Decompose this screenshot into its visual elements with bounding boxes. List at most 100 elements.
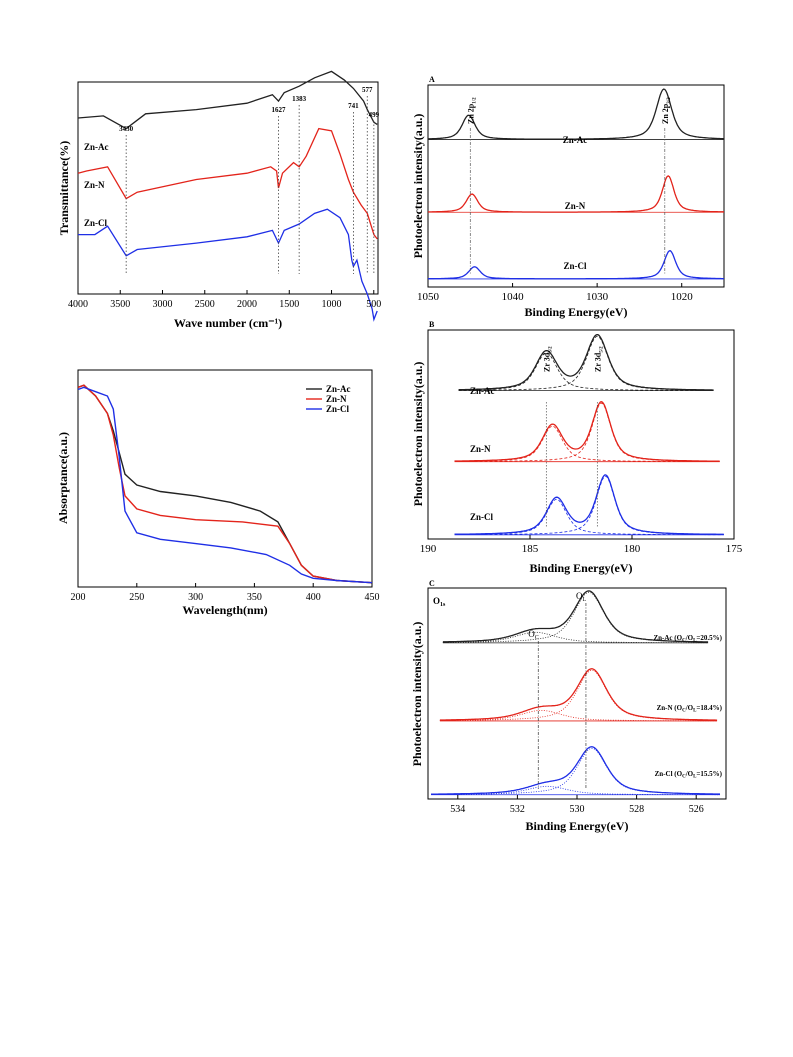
- xps-zn-x-tick-label-1030: 1030: [586, 291, 609, 303]
- ftir-peak-label-1383: 1383: [292, 95, 307, 103]
- xps-zn-chart: A 1050 1040 1030 1020 Zn 2p1/2Zn 2p3/2 Zn-A…: [411, 75, 725, 319]
- xps-o-component-zn-n-1: [439, 669, 718, 721]
- ftir-x-axis-title: Wave number (cm⁻¹): [174, 316, 282, 330]
- uvvis-legend: Zn-Ac Zn-N Zn-Cl: [306, 384, 351, 414]
- xps-o-component-label-main-0: O: [528, 629, 535, 639]
- xps-o-component-zn-cl-1: [431, 748, 721, 795]
- xps-o-component-zn-ac-0: [442, 631, 709, 644]
- xps-o-series-label-zn-n: Zn-N (OC/OL=18.4%): [657, 704, 723, 714]
- xps-o-component-label-1: OL: [576, 591, 587, 603]
- ftir-line-zn-ac: [77, 70, 378, 130]
- xps-o-series-label-part-4: =15.5%): [696, 770, 722, 778]
- ftir-x-tick-label-3500: 3500: [110, 299, 130, 310]
- xps-o-series-label-part-4: =20.5%): [696, 634, 722, 642]
- uvvis-x-tick-label-300: 300: [188, 592, 203, 603]
- ftir-series-label-zn-ac: Zn-Ac: [84, 142, 109, 152]
- xps-o-x-tick-label-528: 528: [629, 804, 644, 815]
- uvvis-chart: 200 250 300 350 400 450 Zn-Ac Zn-N Zn-Cl Wave…: [56, 369, 380, 617]
- xps-zr-component-zn-cl-1: [454, 475, 724, 535]
- xps-zr-x-axis-title: Binding Energy(eV): [529, 561, 632, 575]
- ftir-x-tick-label-2500: 2500: [195, 299, 215, 310]
- xps-o-x-tick-label-530: 530: [570, 804, 585, 815]
- xps-zr-component-zn-n-1: [454, 402, 720, 462]
- ftir-x-tick-label-4000: 4000: [68, 299, 88, 310]
- xps-zr-component-zn-n-0: [454, 425, 720, 462]
- xps-zr-component-zn-ac-0: [458, 352, 714, 391]
- xps-zn-y-axis-title: Photoelectron intensity(a.u.): [411, 114, 425, 259]
- xps-o-component-zn-ac-1: [442, 591, 709, 643]
- xps-o-x-tick-label-532: 532: [510, 804, 525, 815]
- uvvis-x-tick-label-450: 450: [365, 592, 380, 603]
- xps-o-component-label-main-1: O: [576, 591, 583, 601]
- xps-zr-y-axis-title: Photoelectron intensity(a.u.): [411, 362, 425, 507]
- uvvis-x-tick-label-200: 200: [71, 592, 86, 603]
- xps-zr-x-tick-label-180: 180: [624, 543, 641, 555]
- xps-o-series-label-part-0: Zn-Cl (O: [655, 770, 683, 778]
- ftir-peak-label-3430: 3430: [119, 125, 134, 133]
- xps-o-line-zn-n: [439, 668, 718, 721]
- xps-zr-peak-label-sub-1: 5/2: [599, 346, 604, 353]
- xps-o-series-label-part-0: Zn-N (O: [657, 704, 683, 712]
- xps-o-series-label-part-1: C: [682, 709, 686, 714]
- xps-zr-label-zn-ac: Zn-Ac: [470, 386, 495, 396]
- ftir-plot-frame: [77, 81, 379, 295]
- xps-o-y-axis-title: Photoelectron intensity(a.u.): [410, 622, 424, 767]
- xps-zr-component-zn-ac-1: [458, 335, 714, 391]
- xps-zr-peak-label-main-1: Zr 3d: [593, 352, 602, 372]
- xps-zn-x-tick-label-1040: 1040: [502, 291, 525, 303]
- ftir-line-zn-n: [77, 127, 378, 240]
- xps-zr-component-zn-cl-0: [454, 498, 724, 536]
- xps-o-series-label-part-3: L: [693, 775, 697, 780]
- xps-zr-x-tick-label-175: 175: [726, 543, 743, 555]
- legend-label-zn-cl: Zn-Cl: [326, 404, 350, 414]
- xps-zn-label-zn-ac: Zn-Ac: [563, 135, 588, 145]
- xps-zr-peak-label-1: Zr 3d5/2: [593, 346, 604, 372]
- xps-zn-peak-label-sub-0: 1/2: [472, 97, 477, 104]
- xps-o-series-label-part-1: C: [682, 775, 686, 780]
- legend-label-zn-n: Zn-N: [326, 394, 347, 404]
- xps-zn-peak-label-main-1: Zn 2p: [661, 103, 670, 124]
- xps-o-series-label-part-3: L: [693, 709, 697, 714]
- uvvis-plot-frame: [77, 369, 373, 588]
- xps-o-component-label-sub-0: C: [535, 635, 539, 641]
- xps-zn-plot-frame: [427, 84, 725, 288]
- ftir-y-axis-title: Transmittance(%): [57, 141, 71, 235]
- xps-o-component-label-0: OC: [528, 629, 539, 641]
- xps-zr-plot-frame: [427, 329, 735, 540]
- ftir-line-zn-cl: [78, 208, 378, 322]
- xps-o-series-label-part-1: C: [682, 639, 686, 644]
- ftir-x-tick-label-1500: 1500: [279, 299, 299, 310]
- uvvis-x-axis-title: Wavelength(nm): [182, 603, 267, 617]
- xps-o-component-label-sub-1: L: [582, 597, 586, 603]
- xps-o-series-label-part-2: /O: [685, 634, 694, 642]
- ftir-peak-label-577: 577: [362, 86, 373, 94]
- xps-o-series-label-zn-cl: Zn-Cl (OC/OL=15.5%): [655, 770, 723, 780]
- xps-o-series-label-part-2: /O: [685, 704, 694, 712]
- xps-zn-x-tick-label-1050: 1050: [417, 291, 440, 303]
- xps-zn-x-tick-label-1020: 1020: [671, 291, 694, 303]
- xps-o-x-tick-label-534: 534: [450, 804, 465, 815]
- ftir-series-label-zn-n: Zn-N: [84, 180, 105, 190]
- xps-o-series-label-part-4: =18.4%): [696, 704, 722, 712]
- ftir-peak-label-741: 741: [348, 102, 359, 110]
- xps-zn-line-zn-ac: [427, 88, 724, 140]
- xps-zr-peak-label-sub-0: 3/2: [548, 346, 553, 353]
- xps-zr-x-tick-label-185: 185: [522, 543, 539, 555]
- xps-o-series-label-part-0: Zn-Ac (O: [653, 634, 682, 642]
- uvvis-x-tick-label-400: 400: [306, 592, 321, 603]
- uvvis-line-zn-cl: [77, 386, 373, 584]
- xps-zr-peak-label-main-0: Zr 3d: [542, 352, 551, 372]
- xps-zr-line-zn-ac: [458, 334, 714, 391]
- xps-zn-peak-label-main-0: Zn 2p: [466, 103, 475, 124]
- xps-zn-peak-label-sub-1: 3/2: [667, 97, 672, 104]
- ftir-x-tick-label-2000: 2000: [237, 299, 257, 310]
- ftir-x-tick-label-1000: 1000: [322, 299, 342, 310]
- xps-o-line-zn-cl: [431, 746, 720, 795]
- xps-o-component-zn-n-0: [439, 710, 718, 722]
- xps-zr-peak-label-0: Zr 3d3/2: [542, 346, 553, 372]
- xps-o-series-label-part-3: L: [693, 639, 697, 644]
- panel-letter-b: B: [429, 320, 435, 329]
- xps-zr-line-zn-cl: [454, 474, 724, 535]
